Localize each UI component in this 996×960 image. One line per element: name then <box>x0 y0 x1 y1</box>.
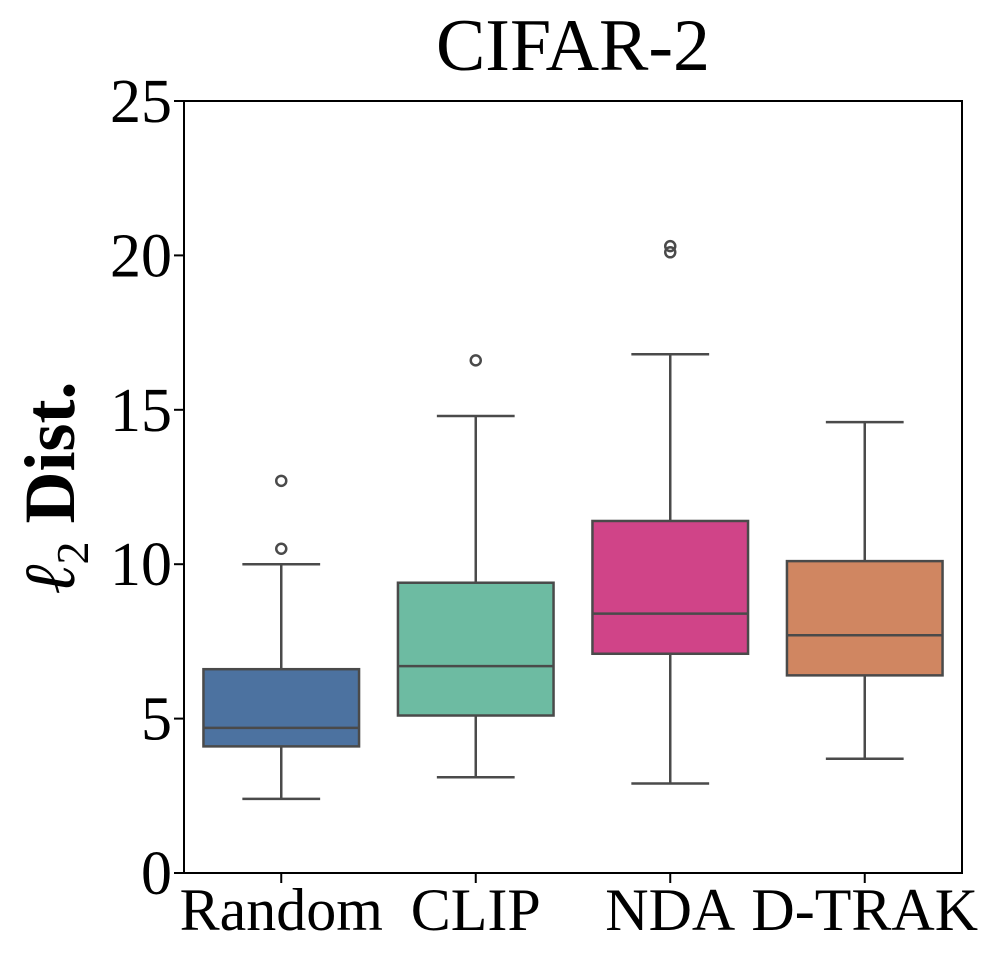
outlier-point <box>275 542 288 556</box>
x-tick-label: Random <box>180 877 383 943</box>
x-axis-ticks: Random CLIP NDA D-TRAK <box>180 873 978 943</box>
box-group-clip <box>396 354 555 779</box>
box-group-d-trak <box>785 420 944 760</box>
box-iqr <box>591 519 750 656</box>
y-tick-label: 15 <box>110 377 172 445</box>
box-series <box>202 239 944 801</box>
outlier-point <box>469 354 482 367</box>
x-tick-label: D-TRAK <box>751 877 978 943</box>
y-axis-label: ℓ2 Dist. <box>10 382 98 595</box>
y-tick-label: 25 <box>110 68 172 136</box>
y-axis-ticks: 0 5 10 15 20 25 <box>110 68 184 908</box>
box-iqr <box>785 559 944 677</box>
y-tick-label: 0 <box>141 840 172 908</box>
chart-title: CIFAR-2 <box>436 5 710 87</box>
x-tick-label: NDA <box>605 877 735 943</box>
box-group-random <box>202 474 361 801</box>
box-group-nda <box>591 239 750 785</box>
plot-frame <box>183 100 963 874</box>
y-tick-label: 5 <box>141 686 172 754</box>
x-tick-label: CLIP <box>411 877 541 943</box>
box-iqr <box>396 581 555 717</box>
y-axis-label-symbol: ℓ <box>10 565 90 595</box>
y-axis-label-subscript: 2 <box>47 542 98 565</box>
outlier-point <box>664 239 677 253</box>
box-iqr <box>202 667 361 748</box>
outlier-point <box>275 474 288 488</box>
y-axis-label-text: Dist. <box>10 382 90 524</box>
svg-text:ℓ2Dist.: ℓ2 Dist. <box>10 382 98 595</box>
y-tick-label: 10 <box>110 531 172 599</box>
outlier-point <box>664 246 677 259</box>
y-tick-label: 20 <box>110 222 172 290</box>
